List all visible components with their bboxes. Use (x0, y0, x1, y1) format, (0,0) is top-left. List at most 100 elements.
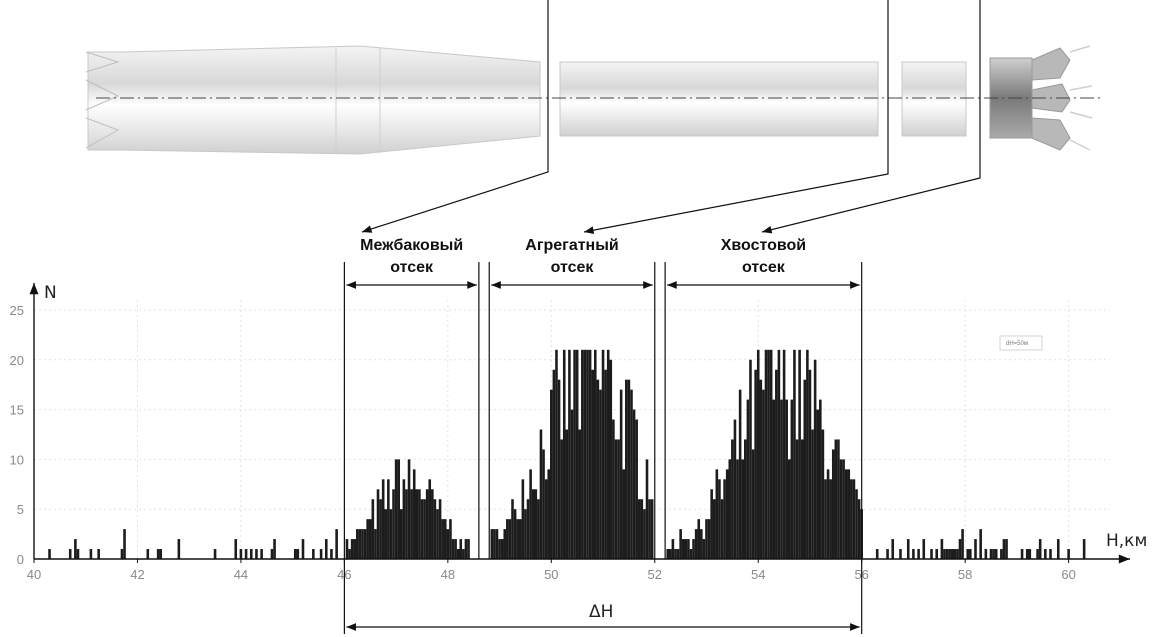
bar-159 (599, 389, 602, 559)
bar-199 (715, 469, 719, 559)
bar-6 (120, 549, 124, 559)
bar-64 (1044, 549, 1047, 559)
bar-234 (806, 349, 809, 559)
bar-177 (645, 459, 649, 559)
bar-244 (831, 449, 835, 559)
delta-h-span (343, 559, 863, 634)
bar-140 (550, 389, 553, 559)
bar-86 (389, 509, 393, 559)
bar-209 (741, 459, 745, 559)
bar-93 (407, 459, 411, 559)
bar-225 (782, 349, 786, 559)
bar-127 (516, 519, 519, 559)
bar-97 (418, 489, 421, 559)
bar-1 (68, 549, 72, 559)
bar-145 (562, 349, 566, 559)
bar-248 (842, 459, 845, 559)
section-title-2: Агрегатный (525, 237, 618, 254)
bar-157 (593, 349, 597, 559)
bar-54 (992, 549, 995, 559)
bar-250 (847, 469, 851, 559)
bar-5 (97, 549, 100, 559)
bar-214 (754, 369, 757, 559)
bar-116 (467, 539, 470, 559)
bar-89 (397, 459, 400, 559)
bar-243 (829, 479, 832, 559)
bar-88 (394, 459, 398, 559)
y-axis-label: N (44, 283, 57, 303)
x-tick-label-58: 58 (958, 567, 972, 582)
bar-239 (819, 399, 822, 559)
bar-27 (330, 549, 333, 559)
bar-10 (159, 549, 163, 559)
bar-188 (687, 539, 690, 559)
rocket-illustration (85, 45, 1100, 155)
bar-218 (764, 349, 768, 559)
bar-82 (379, 499, 382, 559)
bar-224 (780, 399, 783, 559)
bar-147 (568, 349, 571, 559)
bar-139 (547, 469, 551, 559)
bar-43 (950, 549, 954, 559)
bar-229 (793, 349, 796, 559)
bar-22 (296, 549, 300, 559)
bar-77 (366, 519, 369, 559)
bar-236 (811, 429, 814, 559)
bar-58 (1005, 539, 1008, 559)
bar-52 (984, 549, 988, 559)
x-tick-label-42: 42 (130, 567, 144, 582)
bar-241 (824, 479, 827, 559)
x-tick-label-60: 60 (1061, 567, 1075, 582)
x-tick-label-40: 40 (27, 567, 41, 582)
bar-251 (850, 479, 853, 559)
bar-66 (1056, 539, 1060, 559)
bar-183 (674, 549, 677, 559)
bar-85 (387, 479, 390, 559)
bar-152 (581, 349, 584, 559)
bar-20 (273, 539, 276, 559)
callout-arrow-3 (761, 0, 981, 234)
bar-213 (751, 449, 755, 559)
bar-134 (534, 489, 538, 559)
delta-h-label: ΔH (589, 602, 613, 622)
section-title-1: Межбаковый (360, 237, 463, 254)
bar-131 (526, 499, 530, 559)
histogram-bars (48, 349, 1086, 559)
bar-70 (348, 549, 351, 559)
bar-174 (637, 499, 641, 559)
bar-96 (415, 489, 419, 559)
section-subtitle-1: отсек (390, 259, 434, 276)
bar-109 (449, 519, 452, 559)
bar-72 (353, 539, 357, 559)
section-brackets: Межбаковый отсек Агрегатный отсек Хвостовой о… (343, 237, 863, 559)
axes (29, 283, 1131, 564)
bar-197 (710, 489, 713, 559)
bar-141 (552, 369, 556, 559)
bar-143 (557, 379, 561, 559)
bar-98 (420, 499, 424, 559)
y-tick-label-5: 5 (17, 502, 24, 517)
y-tick-label-15: 15 (10, 403, 24, 418)
bar-198 (712, 499, 716, 559)
bar-254 (857, 499, 861, 559)
bar-95 (412, 469, 416, 559)
bar-168 (622, 469, 626, 559)
bar-130 (524, 509, 527, 559)
bar-125 (511, 499, 514, 559)
x-tick-label-50: 50 (544, 567, 558, 582)
bar-120 (498, 539, 501, 559)
bar-181 (668, 549, 672, 559)
bar-14 (239, 549, 243, 559)
bar-184 (676, 549, 680, 559)
bar-222 (775, 369, 778, 559)
bar-228 (790, 399, 794, 559)
bar-223 (777, 349, 781, 559)
bar-103 (433, 499, 437, 559)
bar-113 (459, 539, 463, 559)
bar-149 (573, 349, 576, 559)
bar-38 (935, 549, 938, 559)
bar-87 (392, 489, 395, 559)
bar-17 (255, 549, 258, 559)
y-tick-label-10: 10 (10, 452, 24, 467)
bar-161 (604, 369, 607, 559)
